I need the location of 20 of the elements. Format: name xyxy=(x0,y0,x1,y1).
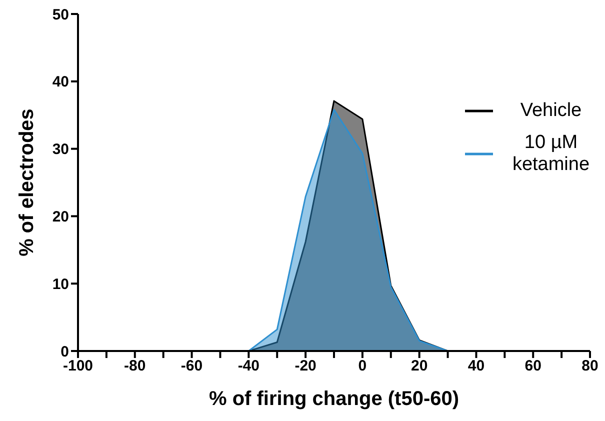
y-tick-label: 50 xyxy=(52,6,69,24)
x-tick-label: -80 xyxy=(124,358,146,375)
y-tick-label: 10 xyxy=(52,276,69,293)
y-axis-title: % of electrodes xyxy=(16,108,38,256)
y-tick-label: 40 xyxy=(52,74,69,91)
x-axis-title: % of firing change (t50-60) xyxy=(208,388,460,410)
x-tick-label: -60 xyxy=(180,358,203,375)
x-tick-label: -100 xyxy=(62,358,94,375)
x-tick-label: -20 xyxy=(294,358,316,375)
x-tick-label: 40 xyxy=(468,358,485,375)
y-tick-label: 20 xyxy=(52,208,69,226)
legend-label: 10 µM ketamine xyxy=(511,132,591,176)
x-tick-label: 20 xyxy=(410,358,428,375)
y-tick-label: 30 xyxy=(52,141,69,158)
x-tick-label: 80 xyxy=(582,358,598,375)
x-tick-label: 60 xyxy=(524,358,542,375)
legend-label: Vehicle xyxy=(519,100,583,122)
x-tick-label: -40 xyxy=(238,358,260,375)
y-tick-label: 0 xyxy=(60,343,69,360)
x-tick-label: 0 xyxy=(358,358,367,375)
